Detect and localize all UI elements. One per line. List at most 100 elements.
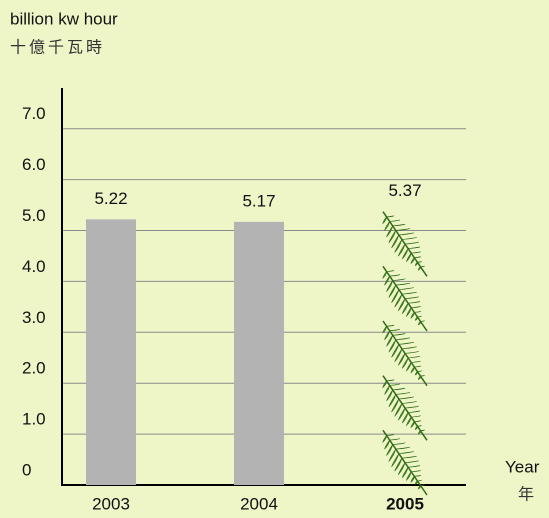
fern-leaflet xyxy=(414,256,422,258)
fern-leaflet xyxy=(397,353,406,366)
fern-leaflet xyxy=(386,270,395,272)
fern-leaflet xyxy=(395,392,410,395)
fern-leaflet xyxy=(391,453,400,467)
fern-leaflet xyxy=(411,470,421,473)
fern-stem xyxy=(382,429,428,496)
fern-leaflet xyxy=(386,215,395,218)
value-label: 5.17 xyxy=(242,191,275,210)
fern-leaflet xyxy=(394,457,403,472)
fern-leaflet xyxy=(408,410,421,413)
fern-leaflet xyxy=(401,303,409,314)
fern-leaflet xyxy=(398,396,414,400)
fern-leaflet xyxy=(405,470,412,482)
fern-leaflet xyxy=(394,239,403,253)
fern-leaflet xyxy=(392,442,406,445)
fern-leaflet xyxy=(386,335,393,347)
fern-leaflet xyxy=(414,365,422,368)
fern-leaflet xyxy=(386,444,393,456)
fern-leaflet xyxy=(388,448,397,462)
fern-stem xyxy=(382,375,428,441)
fern-leaflet xyxy=(405,415,412,427)
fern-leaflet xyxy=(395,228,410,231)
fern-leaflet xyxy=(382,215,387,225)
fern-leaflet xyxy=(395,446,410,450)
fern-leaflet xyxy=(389,438,400,441)
fern-leaflet xyxy=(408,355,421,359)
fern-leaflet xyxy=(410,475,415,483)
fern-leaflet xyxy=(394,403,403,417)
fern-leaflet xyxy=(391,344,400,358)
fern-leaflet xyxy=(392,387,406,391)
fern-leaflet xyxy=(411,360,421,363)
fern-leaflet xyxy=(401,467,409,478)
fern-leaflet xyxy=(411,306,421,309)
fern-leaflet xyxy=(405,251,412,263)
fern-leaflet xyxy=(401,357,409,369)
x-axis-label-zh: 年 xyxy=(518,485,537,504)
fern-leaflet xyxy=(398,341,414,345)
fern-leaflet xyxy=(404,460,419,463)
fern-leaflet xyxy=(386,225,393,238)
y-tick-label: 1.0 xyxy=(22,410,46,429)
y-tick-label: 7.0 xyxy=(22,104,46,123)
fern-leaflet xyxy=(394,293,403,308)
fern-leaflet xyxy=(386,324,395,327)
fern-leaflet xyxy=(382,270,387,279)
fern-leaflet xyxy=(414,311,422,313)
fern-leaflet xyxy=(384,330,390,340)
value-label: 5.22 xyxy=(94,189,127,208)
fern-leaflet xyxy=(389,219,400,222)
fern-leaflet xyxy=(384,439,390,450)
fern-leaflet xyxy=(405,361,412,372)
fern-leaflet xyxy=(398,451,414,454)
fern-leaflet xyxy=(404,405,419,409)
y-axis-label-zh: 十億千瓦時 xyxy=(10,38,105,57)
fern-leaflet xyxy=(389,383,400,386)
fern-leaflet xyxy=(391,289,400,303)
fern-leaflet xyxy=(384,385,390,395)
x-tick-label: 2003 xyxy=(92,494,130,513)
fern-leaflet xyxy=(388,284,397,298)
bar xyxy=(234,221,284,485)
y-tick-label: 0 xyxy=(22,460,31,479)
fern-leaflet xyxy=(404,351,419,354)
fern-leaflet xyxy=(398,232,414,236)
fern-leaflet xyxy=(394,348,403,363)
fern-leaflet xyxy=(392,223,406,227)
fern-leaflet xyxy=(401,291,417,295)
fern-leaflet xyxy=(404,241,419,245)
fern-leaflet xyxy=(411,251,421,254)
x-tick-label: 2005 xyxy=(386,494,424,513)
fern-leaflet xyxy=(410,311,415,319)
fern-leaflet xyxy=(401,412,409,424)
fern-leaflet xyxy=(405,306,412,318)
y-tick-label: 5.0 xyxy=(22,206,46,225)
fern-leaflet xyxy=(401,455,417,459)
y-tick-label: 6.0 xyxy=(22,155,46,174)
fern-leaflet xyxy=(410,366,415,374)
fern-leaflet xyxy=(408,465,421,468)
fern-leaflet xyxy=(408,246,421,249)
fern-bar xyxy=(382,211,428,496)
fern-leaflet xyxy=(401,346,417,350)
y-axis-label: billion kw hour xyxy=(10,9,118,28)
fern-leaflet xyxy=(411,415,421,418)
fern-leaflet xyxy=(397,298,406,312)
y-tick-label: 3.0 xyxy=(22,308,46,327)
fern-leaflet xyxy=(386,389,393,402)
fern-stem xyxy=(382,320,428,387)
fern-leaflet xyxy=(386,434,395,436)
fern-leaflet xyxy=(384,275,390,286)
fern-leaflet xyxy=(397,407,406,421)
fern-leaflet xyxy=(414,420,422,422)
fern-leaflet xyxy=(395,282,410,286)
bar xyxy=(86,219,136,486)
fern-leaflet xyxy=(401,248,409,260)
fern-leaflet xyxy=(401,237,417,240)
fern-leaflet xyxy=(388,230,397,244)
fern-leaflet xyxy=(386,379,395,382)
fern-leaflet xyxy=(388,394,397,408)
fern-leaflet xyxy=(391,234,400,249)
fern-leaflet xyxy=(382,325,387,334)
fern-leaflet xyxy=(382,379,387,389)
